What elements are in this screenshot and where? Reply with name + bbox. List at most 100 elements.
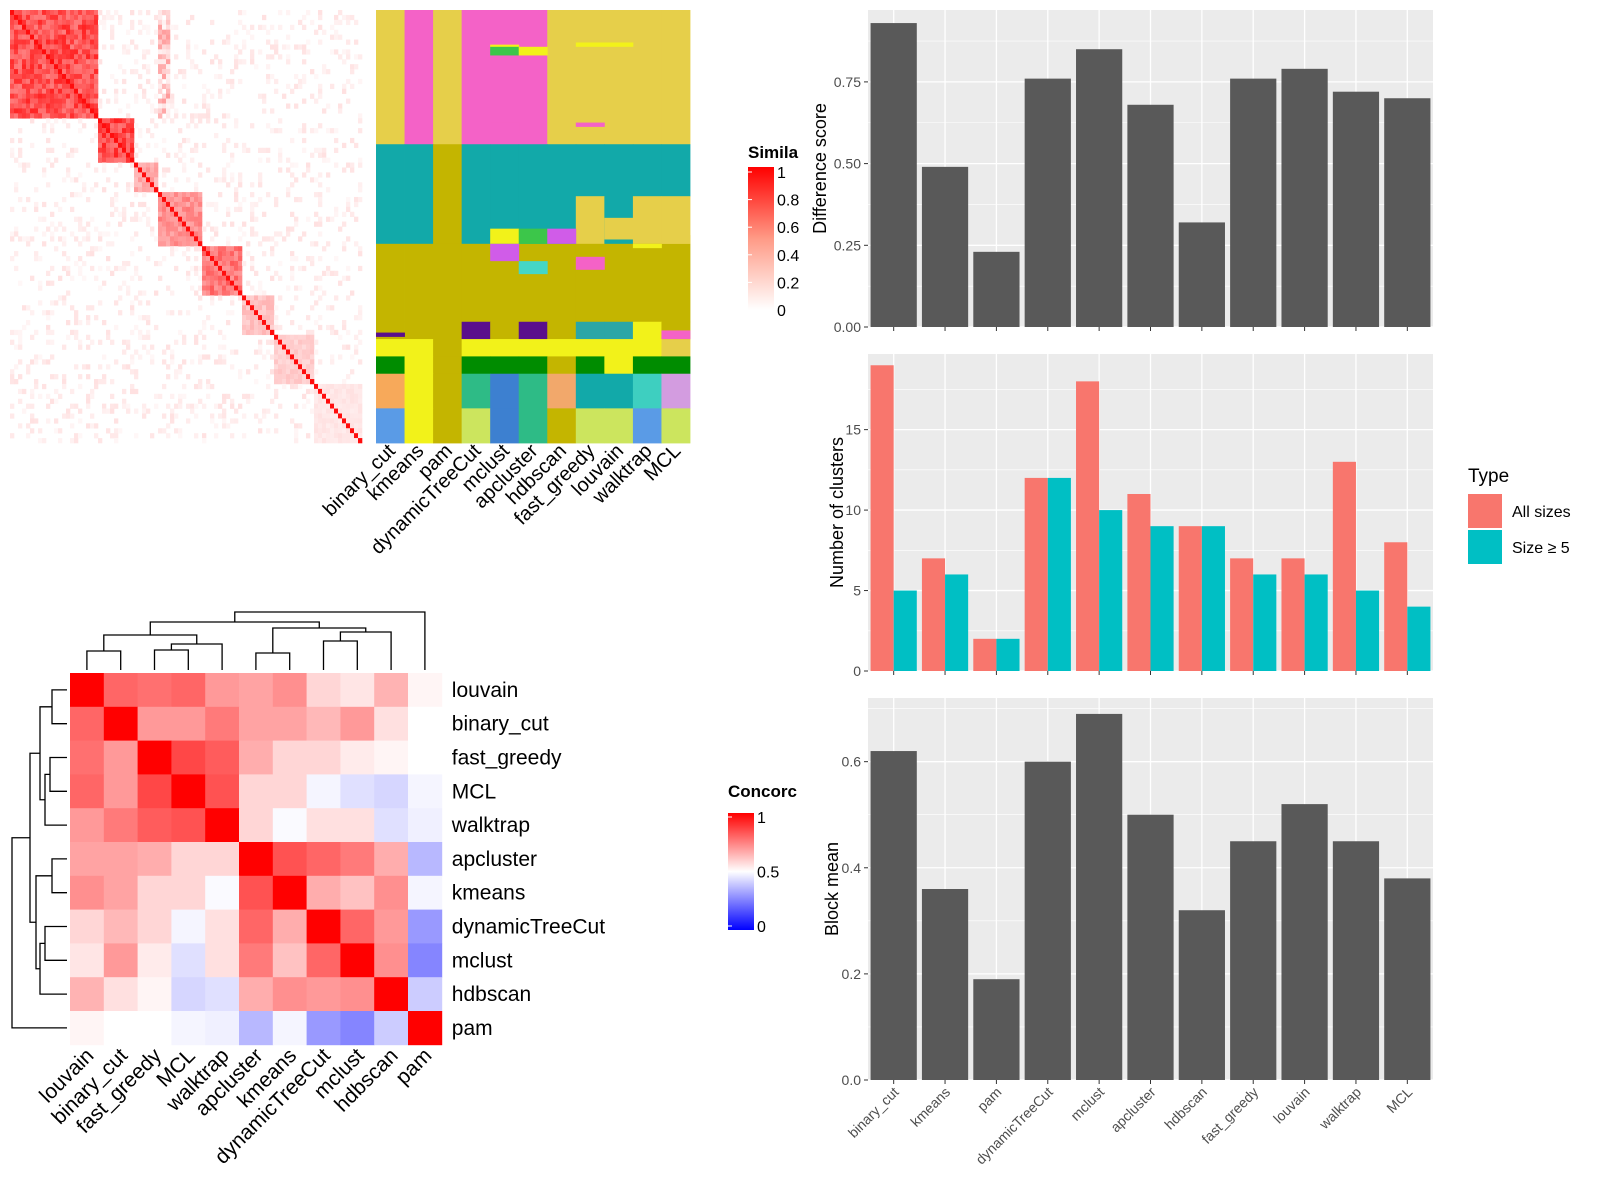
similarity-cell	[46, 98, 51, 104]
similarity-cell	[166, 152, 171, 158]
similarity-cell	[70, 305, 75, 311]
similarity-cell	[222, 418, 227, 424]
similarity-cell	[90, 44, 95, 50]
similarity-cell	[170, 201, 175, 208]
similarity-cell	[330, 423, 335, 429]
similarity-cell	[174, 369, 179, 375]
similarity-cell	[190, 236, 195, 242]
similarity-cell	[238, 403, 243, 409]
concordance-cell	[70, 842, 105, 877]
similarity-cell	[186, 403, 191, 409]
similarity-cell	[18, 34, 23, 40]
similarity-cell	[318, 88, 323, 94]
similarity-cell	[334, 329, 339, 336]
similarity-cell	[294, 374, 299, 380]
concordance-cell	[306, 842, 341, 877]
similarity-cell	[222, 39, 227, 45]
similarity-cell	[354, 19, 359, 26]
similarity-cell	[118, 64, 123, 70]
similarity-cell	[194, 231, 199, 237]
similarity-cell	[26, 29, 31, 35]
similarity-cell	[198, 221, 203, 227]
similarity-cell	[154, 172, 159, 178]
similarity-cell	[18, 388, 23, 395]
similarity-cell	[314, 73, 319, 80]
similarity-cell	[314, 349, 319, 355]
similarity-cell	[154, 236, 159, 242]
similarity-cell	[170, 246, 175, 252]
similarity-cell	[138, 162, 143, 168]
similarity-cell	[110, 408, 115, 414]
x-tick-label: binary_cut	[845, 1084, 902, 1141]
similarity-cell	[170, 349, 175, 355]
similarity-cell	[266, 39, 271, 45]
similarity-cell	[262, 408, 267, 414]
similarity-cell	[78, 108, 83, 114]
similarity-cell	[214, 246, 219, 252]
similarity-cell	[82, 275, 87, 281]
similarity-cell	[342, 413, 347, 419]
concordance-legend-tick: 0	[757, 919, 766, 936]
similarity-cell	[262, 236, 267, 242]
similarity-cell	[62, 103, 67, 109]
similarity-cell	[242, 39, 247, 45]
similarity-cell	[166, 39, 171, 45]
similarity-cell	[150, 226, 155, 232]
similarity-cell	[146, 24, 151, 30]
similarity-cell	[286, 231, 291, 237]
similarity-cell	[130, 24, 135, 30]
similarity-cell	[342, 221, 347, 227]
similarity-cell	[290, 226, 295, 232]
similarity-cell	[234, 142, 239, 149]
similarity-cell	[106, 334, 111, 340]
similarity-cell	[230, 349, 235, 355]
similarity-cell	[114, 403, 119, 409]
similarity-cell	[186, 236, 191, 242]
similarity-cell	[242, 319, 247, 326]
similarity-cell	[14, 19, 19, 26]
concordance-cell	[374, 842, 409, 877]
similarity-cell	[342, 211, 347, 217]
similarity-cell	[278, 364, 283, 370]
similarity-cell	[54, 201, 59, 208]
similarity-cell	[266, 374, 271, 380]
similarity-cell	[106, 221, 111, 227]
similarity-cell	[130, 305, 135, 311]
similarity-cell	[146, 221, 151, 227]
similarity-cell	[42, 310, 47, 316]
similarity-cell	[310, 19, 315, 26]
similarity-cell	[326, 423, 331, 429]
similarity-cell	[250, 285, 255, 291]
similarity-cell	[202, 438, 207, 444]
similarity-cell	[138, 216, 143, 222]
similarity-cell	[58, 64, 63, 70]
similarity-cell	[22, 408, 27, 414]
similarity-cell	[186, 196, 191, 203]
similarity-cell	[246, 310, 251, 316]
similarity-cell	[330, 305, 335, 311]
similarity-cell	[302, 44, 307, 50]
similarity-cell	[42, 83, 47, 90]
annotation-cell	[433, 144, 463, 197]
y-tick-label: 0.75	[834, 74, 861, 90]
similarity-cell	[54, 93, 59, 99]
similarity-cell	[78, 98, 83, 104]
similarity-cell	[90, 113, 95, 119]
similarity-cell	[22, 49, 27, 55]
similarity-cell	[238, 374, 243, 380]
similarity-cell	[50, 49, 55, 55]
similarity-cell	[38, 428, 43, 434]
similarity-cell	[250, 123, 255, 129]
similarity-cell	[130, 10, 135, 16]
similarity-cell	[286, 359, 291, 365]
similarity-cell	[66, 49, 71, 55]
annotation-cell	[575, 356, 605, 375]
similarity-cell	[50, 93, 55, 99]
bar	[1384, 98, 1431, 327]
similarity-cell	[206, 280, 211, 286]
similarity-cell	[290, 354, 295, 360]
similarity-cell	[158, 216, 163, 222]
similarity-cell	[190, 241, 195, 247]
similarity-cell	[246, 393, 251, 400]
